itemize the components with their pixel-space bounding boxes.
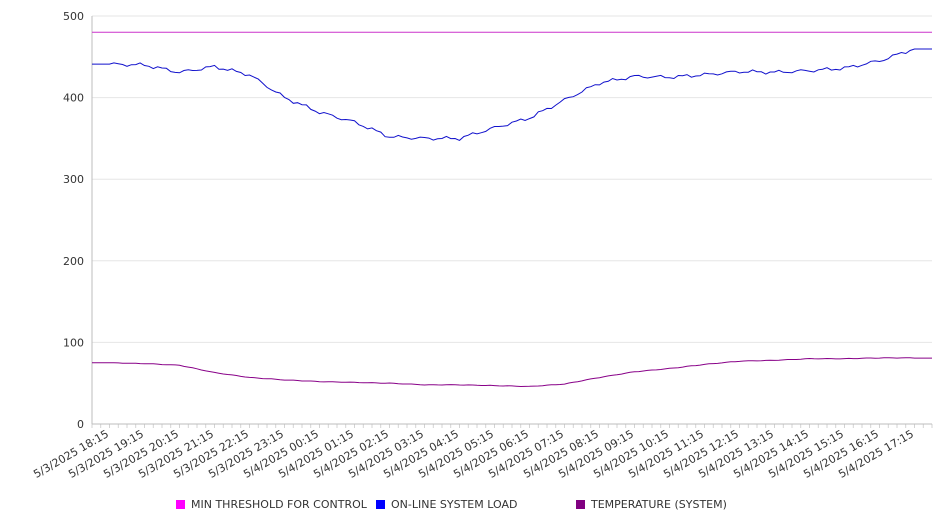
grid-lines: [92, 15, 932, 343]
legend-swatch: [576, 500, 585, 509]
x-tick-marks: [91, 424, 933, 428]
legend-item-min-threshold[interactable]: MIN THRESHOLD FOR CONTROL: [176, 498, 367, 511]
series-lines: [92, 31, 932, 388]
legend-label: ON-LINE SYSTEM LOAD: [391, 498, 518, 511]
line-chart: 0 100 200 300 400 500 5/3/2025 18:155/3/2025 …: [31, 10, 933, 481]
y-tick-label: 0: [77, 418, 84, 431]
legend-swatch: [376, 500, 385, 509]
series-line-temperature-system: [92, 357, 932, 388]
y-tick-label: 400: [63, 92, 84, 105]
y-tick-label: 100: [63, 336, 84, 349]
legend: MIN THRESHOLD FOR CONTROL ON-LINE SYSTEM…: [0, 498, 946, 514]
y-tick-label: 200: [63, 255, 84, 268]
y-axis-labels: 0 100 200 300 400 500: [63, 10, 84, 431]
legend-item-online-system-load[interactable]: ON-LINE SYSTEM LOAD: [376, 498, 517, 511]
y-tick-label: 500: [63, 10, 84, 23]
legend-swatch: [176, 500, 185, 509]
legend-item-temperature-system[interactable]: TEMPERATURE (SYSTEM): [576, 498, 727, 511]
series-line-on-line-system-load: [92, 48, 932, 141]
axes: [91, 16, 932, 425]
y-tick-label: 300: [63, 173, 84, 186]
legend-label: MIN THRESHOLD FOR CONTROL: [191, 498, 367, 511]
x-axis-labels: 5/3/2025 18:155/3/2025 19:155/3/2025 20:…: [31, 427, 916, 481]
legend-label: TEMPERATURE (SYSTEM): [591, 498, 727, 511]
